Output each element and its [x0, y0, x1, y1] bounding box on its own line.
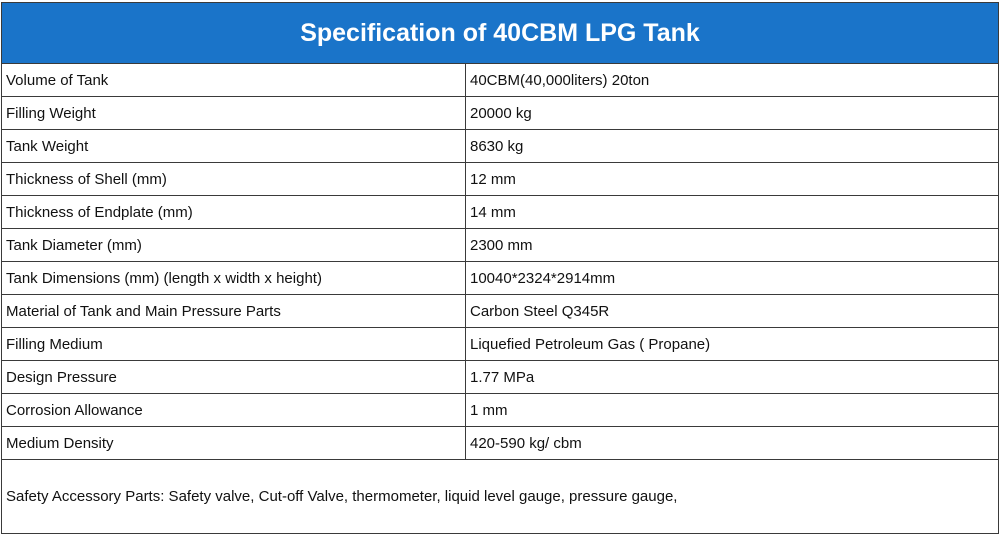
table-row: Filling Weight 20000 kg	[1, 96, 999, 130]
row-value: Carbon Steel Q345R	[464, 294, 999, 328]
row-label: Medium Density	[1, 426, 466, 460]
table-row: Filling Medium Liquefied Petroleum Gas (…	[1, 327, 999, 361]
table-row: Thickness of Shell (mm) 12 mm	[1, 162, 999, 196]
row-value: 1.77 MPa	[464, 360, 999, 394]
row-value: 20000 kg	[464, 96, 999, 130]
table-row: Tank Diameter (mm) 2300 mm	[1, 228, 999, 262]
row-value: 1 mm	[464, 393, 999, 427]
row-label: Volume of Tank	[1, 63, 466, 97]
row-value: 8630 kg	[464, 129, 999, 163]
row-value: 12 mm	[464, 162, 999, 196]
table-row: Design Pressure 1.77 MPa	[1, 360, 999, 394]
row-value: Liquefied Petroleum Gas ( Propane)	[464, 327, 999, 361]
header-row: Specification of 40CBM LPG Tank	[0, 2, 999, 64]
row-label: Corrosion Allowance	[1, 393, 466, 427]
table-row: Tank Dimensions (mm) (length x width x h…	[1, 261, 999, 295]
table-title: Specification of 40CBM LPG Tank	[0, 2, 999, 64]
row-label: Filling Weight	[1, 96, 466, 130]
table-row: Tank Weight 8630 kg	[1, 129, 999, 163]
table-row: Corrosion Allowance 1 mm	[1, 393, 999, 427]
footer-row: Safety Accessory Parts: Safety valve, Cu…	[0, 459, 999, 534]
row-label: Thickness of Endplate (mm)	[1, 195, 466, 229]
row-label: Tank Dimensions (mm) (length x width x h…	[1, 261, 466, 295]
row-label: Material of Tank and Main Pressure Parts	[1, 294, 466, 328]
row-label: Tank Diameter (mm)	[1, 228, 466, 262]
table-row: Volume of Tank 40CBM(40,000liters) 20ton	[1, 63, 999, 97]
row-value: 420-590 kg/ cbm	[464, 426, 999, 460]
table-row: Material of Tank and Main Pressure Parts…	[1, 294, 999, 328]
row-value: 40CBM(40,000liters) 20ton	[464, 63, 999, 97]
row-label: Thickness of Shell (mm)	[1, 162, 466, 196]
row-value: 14 mm	[464, 195, 999, 229]
table-row: Thickness of Endplate (mm) 14 mm	[1, 195, 999, 229]
row-value: 10040*2324*2914mm	[464, 261, 999, 295]
safety-accessories-note: Safety Accessory Parts: Safety valve, Cu…	[0, 459, 999, 534]
row-label: Tank Weight	[1, 129, 466, 163]
row-value: 2300 mm	[464, 228, 999, 262]
row-label: Filling Medium	[1, 327, 466, 361]
table-row: Medium Density 420-590 kg/ cbm	[1, 426, 999, 460]
row-label: Design Pressure	[1, 360, 466, 394]
